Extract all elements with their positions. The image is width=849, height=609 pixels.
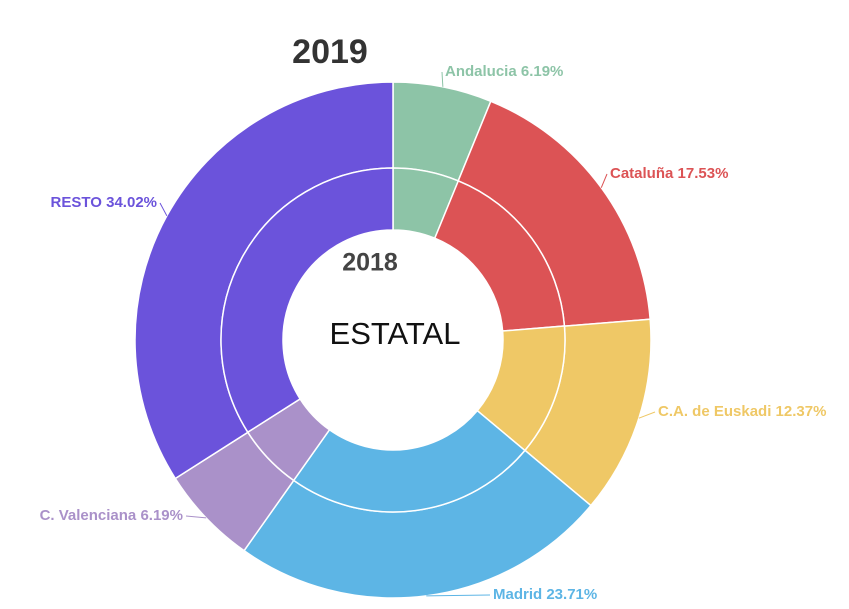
value-label: 17.53% — [678, 165, 729, 182]
category-name: Madrid — [493, 586, 542, 603]
slice — [292, 409, 526, 513]
value-label: 12.37% — [776, 403, 827, 420]
leader-line — [638, 411, 656, 419]
center-text: ESTATAL — [330, 316, 461, 351]
category-name: C. Valenciana — [40, 507, 137, 524]
slice-label: Cataluña 17.53% — [610, 165, 728, 182]
slice-label: RESTO 34.02% — [51, 194, 157, 211]
outer-ring-title: 2019 — [292, 33, 368, 71]
leader-line — [441, 71, 444, 87]
leader-line — [185, 515, 207, 519]
category-name: Cataluña — [610, 165, 674, 182]
value-label: 6.19% — [521, 63, 564, 80]
slice-label: Madrid 23.71% — [493, 586, 597, 603]
leader-line — [426, 594, 491, 597]
value-label: 6.19% — [140, 507, 183, 524]
leader-line — [159, 202, 168, 217]
category-name: RESTO — [51, 194, 103, 211]
category-name: C.A. de Euskadi — [658, 403, 771, 420]
rings: Andalucia 6.19% Cataluña 17.53% C.A. de Eu… — [40, 63, 827, 603]
slice — [220, 167, 394, 434]
inner-ring-title: 2018 — [342, 249, 398, 277]
slice-label: C. Valenciana 6.19% — [40, 507, 183, 524]
value-label: 23.71% — [546, 586, 597, 603]
value-label: 34.02% — [106, 194, 157, 211]
slice-label: C.A. de Euskadi 12.37% — [658, 403, 826, 420]
category-name: Andalucia — [445, 63, 517, 80]
slice-label: Andalucia 6.19% — [445, 63, 563, 80]
leader-line — [600, 173, 608, 188]
